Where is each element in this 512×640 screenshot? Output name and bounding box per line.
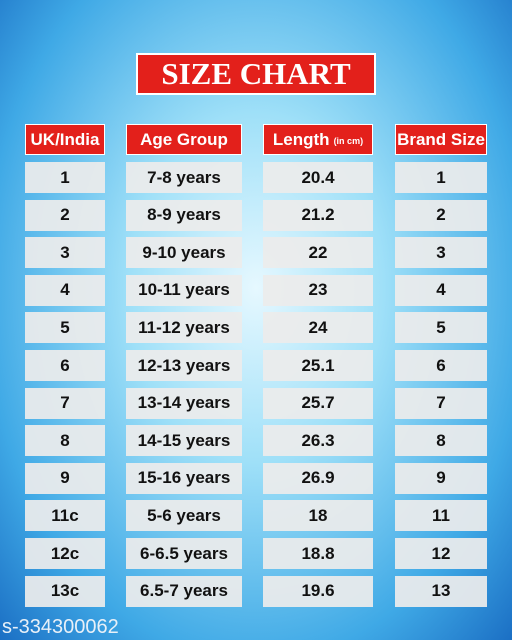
table-cell: 14-15 years: [126, 425, 242, 457]
table-cell: 5: [395, 312, 487, 344]
header-text: Length: [272, 129, 330, 149]
table-cell: 1: [25, 162, 105, 193]
column-header: Age Group: [126, 124, 242, 155]
table-cell: 26.3: [263, 425, 373, 457]
table-cell: 23: [263, 274, 373, 306]
table-cell: 13-14 years: [126, 387, 242, 419]
table-cell: 25.7: [263, 387, 373, 419]
table-cell: 6.5-7 years: [126, 575, 242, 607]
column-header: Length (in cm): [263, 124, 373, 155]
table-cell: 9: [25, 462, 105, 494]
table-cell: 8-9 years: [126, 199, 242, 231]
table-cell: 24: [263, 312, 373, 344]
table-cell: 4: [395, 274, 487, 306]
table-cell: 25.1: [263, 350, 373, 381]
table-cell: 12-13 years: [126, 350, 242, 381]
table-cell: 7: [25, 387, 105, 419]
table-cell: 4: [25, 274, 105, 306]
table-cell: 22: [263, 237, 373, 269]
table-cell: 21.2: [263, 199, 373, 231]
table-cell: 9-10 years: [126, 237, 242, 269]
table-cell: 15-16 years: [126, 462, 242, 494]
table-cell: 10-11 years: [126, 274, 242, 306]
table-cell: 12c: [25, 538, 105, 569]
product-code: s-334300062: [2, 616, 119, 638]
table-cell: 8: [395, 425, 487, 457]
table-cell: 2: [395, 199, 487, 231]
table-cell: 20.4: [263, 162, 373, 193]
header-note: (in cm): [333, 136, 364, 146]
table-cell: 6-6.5 years: [126, 538, 242, 569]
header-text: UK/India: [30, 129, 100, 149]
table-cell: 3: [395, 237, 487, 269]
header-text: Age Group: [140, 129, 228, 149]
table-cell: 11-12 years: [126, 312, 242, 344]
column-header: Brand Size: [395, 124, 487, 155]
table-cell: 18: [263, 500, 373, 532]
table-cell: 7: [395, 387, 487, 419]
table-cell: 26.9: [263, 462, 373, 494]
table-cell: 6: [25, 350, 105, 381]
header-text: Brand Size: [397, 129, 485, 149]
table-cell: 5-6 years: [126, 500, 242, 532]
table-cell: 6: [395, 350, 487, 381]
table-cell: 19.6: [263, 575, 373, 607]
table-cell: 8: [25, 425, 105, 457]
column-header: UK/India: [25, 124, 105, 155]
table-cell: 11c: [25, 500, 105, 532]
title: SIZE CHART: [136, 53, 376, 95]
table-cell: 11: [395, 500, 487, 532]
table-cell: 3: [25, 237, 105, 269]
table-cell: 1: [395, 162, 487, 193]
table-cell: 18.8: [263, 538, 373, 569]
table-cell: 5: [25, 312, 105, 344]
table-cell: 9: [395, 462, 487, 494]
table-cell: 12: [395, 538, 487, 569]
table-cell: 7-8 years: [126, 162, 242, 193]
table-cell: 2: [25, 199, 105, 231]
table-cell: 13: [395, 575, 487, 607]
table-cell: 13c: [25, 575, 105, 607]
